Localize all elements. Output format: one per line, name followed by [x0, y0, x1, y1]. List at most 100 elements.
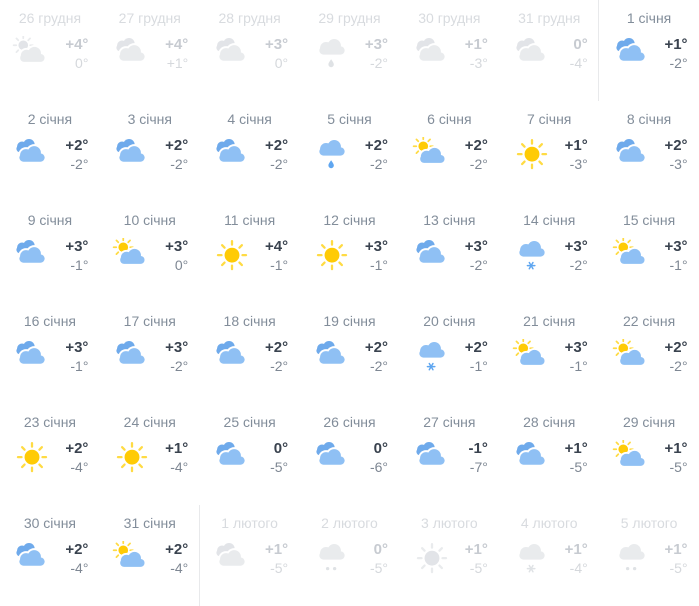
day-forecast: +3° -1°: [499, 338, 599, 375]
day-cell-25-січня[interactable]: 25 січня 0° -5°: [200, 404, 300, 505]
day-cell-31-грудня[interactable]: 31 грудня 0° -4°: [499, 0, 599, 101]
day-forecast: +3° 0°: [200, 35, 300, 72]
day-cell-4-січня[interactable]: 4 січня +2° -2°: [200, 101, 300, 202]
day-cell-26-січня[interactable]: 26 січня 0° -6°: [300, 404, 400, 505]
clouds-icon: [211, 36, 253, 72]
day-forecast: 0° -6°: [300, 439, 400, 476]
day-cell-19-січня[interactable]: 19 січня +2° -2°: [300, 303, 400, 404]
day-cell-1-січня[interactable]: 1 січня +1° -2°: [599, 0, 699, 101]
day-temps: +2° -2°: [360, 136, 388, 173]
low-temp: -2°: [270, 358, 289, 374]
high-temp: +4°: [165, 36, 189, 53]
high-temp: +3°: [165, 339, 189, 356]
low-temp: -2°: [469, 156, 488, 172]
day-cell-2-лютого[interactable]: 2 лютого 0° -5°: [300, 505, 400, 606]
day-cell-16-січня[interactable]: 16 січня +3° -1°: [0, 303, 100, 404]
day-date-label: 12 січня: [323, 212, 376, 228]
day-forecast: +1° -5°: [399, 540, 499, 577]
day-forecast: +3° -1°: [300, 237, 400, 274]
day-cell-3-січня[interactable]: 3 січня +2° -2°: [100, 101, 200, 202]
clouds-icon: [111, 36, 153, 72]
day-forecast: +1° -5°: [599, 540, 699, 577]
day-cell-7-січня[interactable]: 7 січня +1° -3°: [499, 101, 599, 202]
clouds-icon: [11, 238, 53, 274]
rain-icon: [311, 36, 353, 72]
day-cell-20-січня[interactable]: 20 січня +2° -1°: [399, 303, 499, 404]
day-cell-28-січня[interactable]: 28 січня +1° -5°: [499, 404, 599, 505]
day-forecast: 0° -4°: [499, 35, 599, 72]
clouds-icon: [211, 440, 253, 476]
low-temp: -5°: [669, 560, 688, 576]
day-temps: +2° -4°: [60, 540, 88, 577]
day-cell-2-січня[interactable]: 2 січня +2° -2°: [0, 101, 100, 202]
low-temp: -2°: [369, 156, 388, 172]
day-cell-29-грудня[interactable]: 29 грудня +3° -2°: [300, 0, 400, 101]
day-temps: +3° -1°: [60, 237, 88, 274]
day-cell-17-січня[interactable]: 17 січня +3° -2°: [100, 303, 200, 404]
sun-icon: [211, 238, 253, 274]
low-temp: 0°: [274, 55, 289, 71]
high-temp: +1°: [265, 541, 289, 558]
day-date-label: 21 січня: [523, 313, 576, 329]
day-cell-27-грудня[interactable]: 27 грудня +4° +1°: [100, 0, 200, 101]
day-cell-15-січня[interactable]: 15 січня +3° -1°: [599, 202, 699, 303]
sun-cloud-icon: [611, 338, 653, 375]
day-cell-26-грудня[interactable]: 26 грудня +4° 0°: [0, 0, 100, 101]
day-cell-14-січня[interactable]: 14 січня +3° -2°: [499, 202, 599, 303]
snow-icon: [511, 238, 553, 274]
day-cell-11-січня[interactable]: 11 січня +4° -1°: [200, 202, 300, 303]
day-forecast: +1° -4°: [499, 540, 599, 577]
day-cell-10-січня[interactable]: 10 січня +3° 0°: [100, 202, 200, 303]
day-date-label: 18 січня: [223, 313, 276, 329]
clouds-icon: [611, 137, 653, 173]
day-temps: +3° 0°: [160, 237, 188, 274]
day-cell-5-січня[interactable]: 5 січня +2° -2°: [300, 101, 400, 202]
day-cell-27-січня[interactable]: 27 січня -1° -7°: [399, 404, 499, 505]
sun-icon: [111, 440, 153, 476]
day-cell-9-січня[interactable]: 9 січня +3° -1°: [0, 202, 100, 303]
day-temps: +3° -1°: [660, 237, 687, 274]
sun-cloud-icon: [411, 136, 453, 173]
day-cell-13-січня[interactable]: 13 січня +3° -2°: [399, 202, 499, 303]
day-forecast: +3° -2°: [399, 237, 499, 274]
day-date-label: 22 січня: [622, 313, 676, 329]
day-cell-23-січня[interactable]: 23 січня +2° -4°: [0, 404, 100, 505]
day-cell-12-січня[interactable]: 12 січня +3° -1°: [300, 202, 400, 303]
rain-icon: [311, 137, 353, 173]
day-cell-29-січня[interactable]: 29 січня +1° -5°: [599, 404, 699, 505]
day-cell-18-січня[interactable]: 18 січня +2° -2°: [200, 303, 300, 404]
day-forecast: +1° -5°: [599, 439, 699, 476]
day-cell-28-грудня[interactable]: 28 грудня +3° 0°: [200, 0, 300, 101]
day-date-label: 31 січня: [123, 515, 176, 531]
day-forecast: +4° -1°: [200, 237, 300, 274]
day-forecast: +2° -2°: [300, 338, 400, 375]
day-cell-4-лютого[interactable]: 4 лютого +1° -4°: [499, 505, 599, 606]
day-cell-8-січня[interactable]: 8 січня +2° -3°: [599, 101, 699, 202]
sleet-icon: [611, 541, 653, 577]
day-cell-1-лютого[interactable]: 1 лютого +1° -5°: [200, 505, 300, 606]
day-cell-22-січня[interactable]: 22 січня +2° -2°: [599, 303, 699, 404]
clouds-icon: [311, 440, 353, 476]
day-cell-30-січня[interactable]: 30 січня +2° -4°: [0, 505, 100, 606]
day-cell-6-січня[interactable]: 6 січня +2° -2°: [399, 101, 499, 202]
day-cell-30-грудня[interactable]: 30 грудня +1° -3°: [399, 0, 499, 101]
day-forecast: +2° -4°: [100, 540, 200, 577]
day-date-label: 29 грудня: [318, 10, 381, 26]
high-temp: +2°: [364, 137, 388, 154]
day-temps: +3° -2°: [160, 338, 188, 375]
low-temp: -5°: [669, 459, 688, 475]
low-temp: 0°: [75, 55, 89, 71]
day-cell-31-січня[interactable]: 31 січня +2° -4°: [100, 505, 200, 606]
day-cell-5-лютого[interactable]: 5 лютого +1° -5°: [599, 505, 699, 606]
day-forecast: +2° -2°: [0, 136, 100, 173]
day-cell-3-лютого[interactable]: 3 лютого +1° -5°: [399, 505, 499, 606]
day-cell-24-січня[interactable]: 24 січня +1° -4°: [100, 404, 200, 505]
high-temp: +2°: [664, 137, 688, 154]
day-temps: +2° -2°: [60, 136, 88, 173]
high-temp: +1°: [564, 137, 588, 154]
day-cell-21-січня[interactable]: 21 січня +3° -1°: [499, 303, 599, 404]
day-date-label: 5 лютого: [620, 515, 678, 531]
day-forecast: +2° -4°: [0, 439, 100, 476]
day-forecast: +4° 0°: [0, 35, 100, 72]
day-date-label: 7 січня: [527, 111, 572, 127]
